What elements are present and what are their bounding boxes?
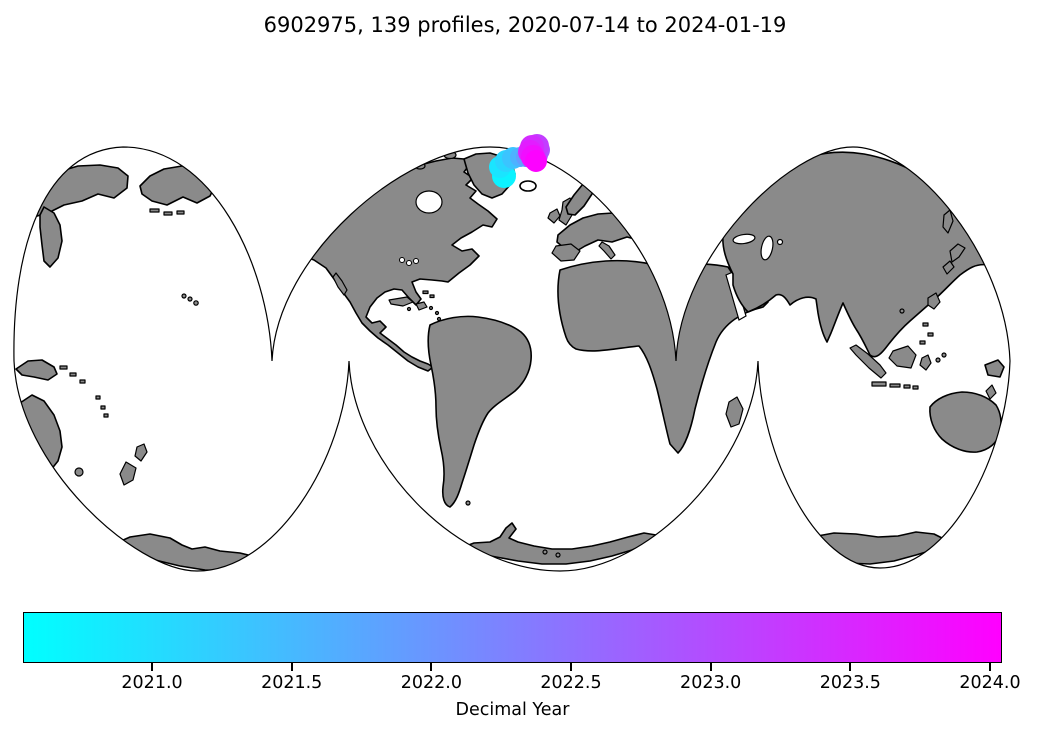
hainan — [899, 308, 905, 314]
landmass-kamchatka — [39, 206, 63, 268]
colorbar-tick-mark — [570, 663, 573, 671]
moluccas — [935, 352, 947, 363]
japan — [942, 243, 966, 275]
world-map — [13, 134, 1011, 572]
hudson-bay — [415, 190, 443, 214]
aral-sea — [776, 238, 784, 246]
sumatra — [849, 344, 887, 379]
solomon-islands — [59, 365, 109, 418]
sakhalin — [942, 209, 954, 234]
colorbar-tick-label: 2021.0 — [121, 673, 183, 693]
philippines — [919, 322, 934, 345]
hawaii-islands — [181, 293, 199, 306]
iceland — [519, 180, 537, 192]
landmass-siberia-chukotka — [13, 164, 129, 222]
java-lesser-sunda — [871, 381, 919, 390]
sulawesi — [919, 354, 932, 371]
new-zealand-north-island — [134, 443, 148, 462]
baja-california — [332, 272, 348, 296]
korea — [927, 292, 941, 310]
colorbar-axis-label: Decimal Year — [455, 700, 570, 720]
colorbar-tick-mark — [151, 663, 154, 671]
antarctic-islets — [542, 549, 561, 558]
colorbar-tick-label: 2023.5 — [819, 673, 881, 693]
colorbar-tick-label: 2024.0 — [959, 673, 1021, 693]
tasmania — [74, 467, 84, 477]
landmass-africa-arabia — [557, 259, 769, 454]
landmass-australia-west — [929, 391, 1002, 453]
landmass-antarctica-center — [457, 522, 657, 565]
aleutian-islands — [149, 208, 185, 216]
italy — [598, 241, 616, 260]
landmass-antarctica-east — [791, 531, 949, 565]
landmass-new-guinea-west — [984, 359, 1005, 378]
colorbar: 2021.0 2021.5 2022.0 2022.5 2023.0 2023.5 2024… — [23, 612, 1021, 732]
borneo — [888, 345, 917, 369]
landmass-new-guinea-east — [15, 359, 58, 381]
profile-point — [525, 150, 547, 172]
colorbar-tick-mark — [988, 663, 991, 671]
landmasses — [13, 147, 1005, 571]
landmass-antarctica-west — [111, 533, 267, 571]
projection-outline — [13, 146, 1011, 572]
landmass-asia — [722, 151, 989, 358]
black-sea — [732, 233, 756, 245]
falkland-islands — [465, 500, 471, 506]
great-lakes — [399, 257, 419, 266]
profile-scatter-layer — [489, 134, 550, 188]
red-sea — [725, 271, 747, 321]
landmass-alaska — [139, 165, 216, 206]
colorbar-tick-label: 2023.0 — [680, 673, 742, 693]
iberia — [551, 243, 581, 262]
landmass-scandinavia — [565, 176, 598, 216]
madagascar — [725, 396, 744, 428]
caspian-sea — [760, 235, 774, 261]
colorbar-tick-label: 2022.5 — [540, 673, 602, 693]
colorbar-gradient — [23, 612, 1002, 663]
colorbar-tick-label: 2021.5 — [261, 673, 323, 693]
figure-title: 6902975, 139 profiles, 2020-07-14 to 202… — [263, 13, 787, 37]
colorbar-tick-mark — [290, 663, 293, 671]
ireland — [547, 208, 561, 224]
cape-york — [985, 384, 997, 400]
colorbar-tick-mark — [709, 663, 712, 671]
colorbar-tick-mark — [849, 663, 852, 671]
new-zealand-south-island — [119, 461, 137, 486]
colorbar-tick-mark — [430, 663, 433, 671]
landmass-australia-east — [18, 394, 63, 472]
colorbar-tick-label: 2022.0 — [400, 673, 462, 693]
landmass-south-america — [427, 315, 532, 508]
